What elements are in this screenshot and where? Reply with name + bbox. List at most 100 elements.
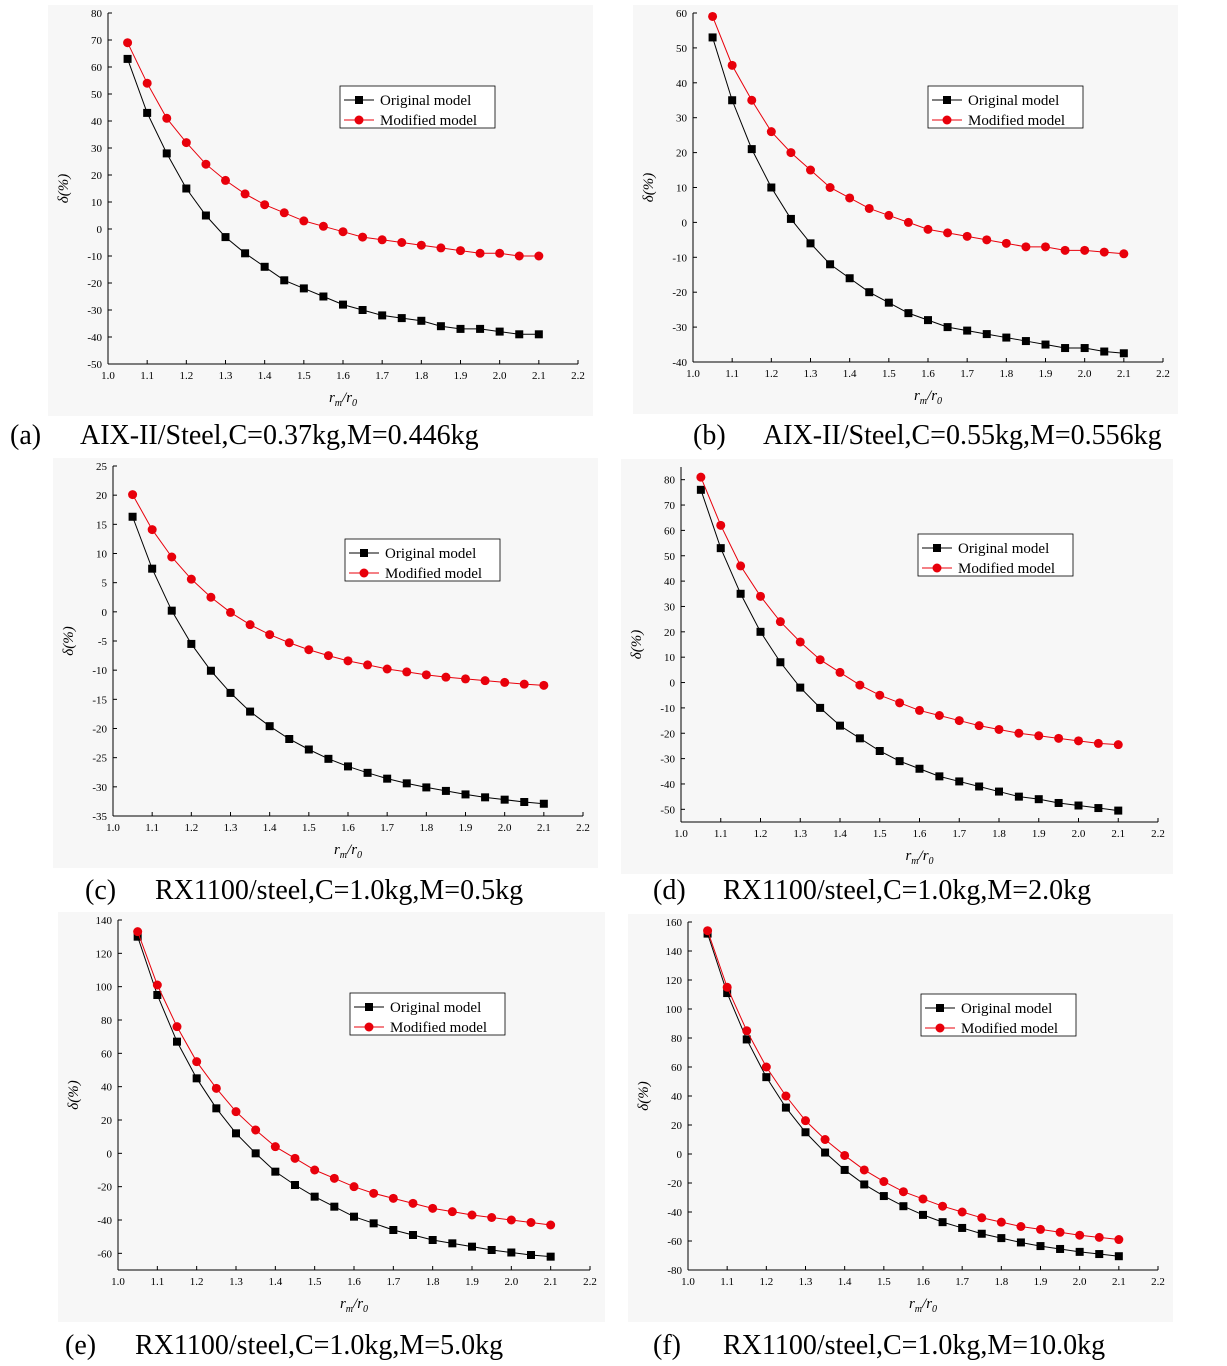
data-point [416, 240, 426, 250]
data-point [251, 1149, 260, 1158]
x-tick-label: 2.0 [1078, 368, 1092, 380]
x-tick-label: 1.4 [843, 368, 857, 380]
y-tick-label: 15 [96, 519, 108, 531]
data-point [954, 716, 964, 726]
x-tick-label: 1.6 [921, 368, 935, 380]
data-point [703, 926, 713, 936]
data-point [899, 1202, 908, 1211]
data-point [476, 324, 485, 333]
x-tick-label: 1.1 [714, 828, 728, 840]
x-tick-label: 1.7 [960, 368, 974, 380]
data-point [383, 774, 392, 783]
data-point [1074, 736, 1083, 746]
legend-marker [942, 115, 952, 125]
caption-label: (d) [653, 875, 686, 906]
chart-c: 1.0 1.1 1.2 1.3 1.4 1.5 1.6 1.7 1.8 1.9 2.0 2.1 2.2 -… [53, 458, 598, 868]
data-point [1034, 731, 1044, 741]
data-point [756, 627, 765, 636]
y-tick-label: -80 [667, 1265, 682, 1277]
data-point [875, 747, 884, 755]
legend-label: Original model [380, 93, 471, 109]
x-tick-label: 1.0 [686, 368, 700, 380]
data-point [786, 148, 796, 158]
data-point [1095, 1250, 1104, 1259]
data-point [447, 1207, 457, 1217]
data-point [864, 203, 874, 213]
data-point [1114, 806, 1123, 815]
data-point [775, 617, 785, 627]
y-tick-label: -40 [672, 357, 687, 369]
x-tick-label: 1.8 [419, 822, 433, 834]
data-point [1060, 245, 1070, 255]
data-point [167, 606, 176, 615]
legend-box [339, 85, 496, 129]
data-point [153, 991, 162, 999]
data-point [319, 292, 328, 301]
x-tick-label: 1.0 [106, 822, 120, 834]
x-tick-label: 1.8 [999, 368, 1013, 380]
x-tick-label: 1.0 [681, 1276, 695, 1288]
data-point [546, 1220, 556, 1230]
x-tick-label: 1.8 [426, 1276, 440, 1288]
data-point [935, 772, 944, 781]
y-tick-label: -25 [92, 753, 107, 765]
y-tick-label: 120 [666, 975, 683, 987]
y-tick-label: -10 [672, 252, 687, 264]
data-point [128, 490, 138, 500]
legend-box [917, 533, 1074, 577]
data-point [895, 698, 905, 708]
data-point [1099, 247, 1109, 257]
data-point [716, 544, 725, 553]
data-point [221, 175, 230, 185]
data-point [826, 260, 835, 269]
y-tick-label: 50 [91, 89, 103, 101]
data-point [211, 1083, 221, 1093]
y-tick-label: 120 [96, 948, 113, 960]
data-point [133, 927, 143, 937]
y-tick-label: 40 [671, 1091, 683, 1103]
x-tick-label: 1.8 [992, 828, 1006, 840]
legend-label: Original model [958, 541, 1049, 557]
legend-label: Modified model [968, 113, 1065, 129]
data-point [260, 200, 270, 210]
data-point [855, 680, 865, 690]
panel-f: 1.0 1.1 1.2 1.3 1.4 1.5 1.6 1.7 1.8 1.9 2.0 2.1 2.2 -… [613, 910, 1213, 1365]
data-point [363, 660, 373, 670]
data-point [436, 322, 445, 331]
x-tick-label: 1.8 [414, 370, 428, 382]
chart-a: 1.0 1.1 1.2 1.3 1.4 1.5 1.6 1.7 1.8 1.9 2.0 2.1 2.2 -… [48, 5, 593, 416]
data-point [708, 33, 717, 42]
x-tick-label: 1.7 [955, 1276, 969, 1288]
x-tick-label: 1.5 [873, 828, 887, 840]
data-point [192, 1074, 201, 1083]
data-point [934, 711, 944, 720]
legend: Original model Modified model [920, 993, 1077, 1037]
data-point [1056, 1244, 1065, 1253]
x-tick-label: 2.1 [1112, 1276, 1126, 1288]
data-point [358, 232, 368, 242]
data-point [1041, 340, 1050, 349]
data-point [186, 574, 196, 584]
series-line [712, 16, 1124, 255]
legend-label: Modified model [380, 113, 477, 129]
data-point [246, 707, 255, 716]
x-tick-label: 2.1 [537, 822, 551, 834]
legend-label: Modified model [961, 1021, 1058, 1037]
legend-marker [355, 96, 363, 104]
x-tick-label: 1.9 [459, 822, 473, 834]
data-point [855, 734, 864, 743]
data-point [879, 1177, 889, 1187]
data-point [280, 276, 289, 285]
legend: Original model Modified model [344, 538, 501, 582]
series-line [132, 516, 544, 805]
data-point [723, 989, 732, 998]
x-tick-label: 2.1 [544, 1276, 558, 1288]
data-point [1114, 1252, 1123, 1261]
x-tick-label: 1.4 [263, 822, 277, 834]
x-tick-label: 1.4 [838, 1276, 852, 1288]
data-point [358, 306, 367, 314]
data-point [201, 159, 211, 169]
chart-b: 1.0 1.1 1.2 1.3 1.4 1.5 1.6 1.7 1.8 1.9 2.0 2.1 2.2 -… [633, 5, 1178, 414]
x-axis-label: rm/r0 [909, 1296, 937, 1315]
data-point [974, 721, 984, 731]
